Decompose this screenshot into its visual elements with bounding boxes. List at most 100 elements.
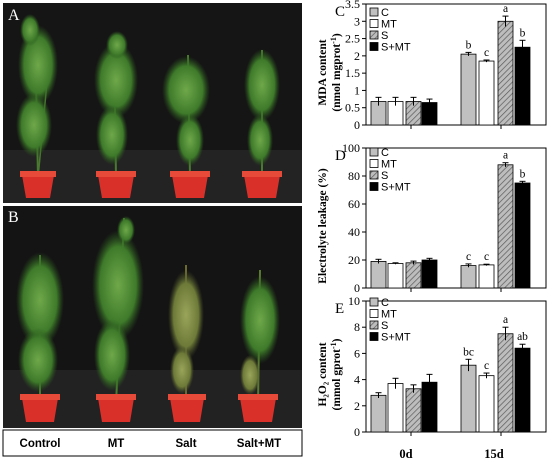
significance-letter: c xyxy=(484,251,489,263)
x-category-0d: 0d xyxy=(399,447,412,461)
treatment-label-strip: Control MT Salt Salt+MT xyxy=(2,429,303,457)
y-tick-label: 4 xyxy=(354,373,360,387)
legend-swatch-mt xyxy=(369,19,379,28)
plant-a-control xyxy=(16,14,58,198)
legend-label-mt: MT xyxy=(381,309,397,321)
bar-s-15d xyxy=(497,333,514,433)
significance-letter: a xyxy=(503,150,508,162)
bar-s-0d xyxy=(405,262,422,289)
photo-panel-a: A xyxy=(3,3,302,203)
legend-label-c: C xyxy=(381,297,389,309)
significance-letter: c xyxy=(466,251,471,263)
y-axis-label-line2: (nmol mgprot-1) xyxy=(329,33,343,112)
y-tick-label: 0 xyxy=(354,425,360,439)
y-axis-label-line1: Electrolyte leakage (%) xyxy=(317,168,329,284)
bar-s-mt-15d xyxy=(514,347,531,433)
plot-frame xyxy=(365,300,547,433)
plant-b-salt xyxy=(168,265,206,422)
treatment-label-salt: Salt xyxy=(175,438,196,450)
photo-panel-b: B xyxy=(3,206,302,428)
plant-a-salt-mt xyxy=(242,49,282,198)
bar-mt-15d xyxy=(478,375,495,433)
bar-c-15d xyxy=(460,53,477,126)
legend-swatch-c xyxy=(369,7,379,17)
bar-c-0d xyxy=(370,260,387,289)
bar-s-15d xyxy=(497,164,514,289)
y-tick-label: 2 xyxy=(354,399,360,413)
y-axis-label: Electrolyte leakage (%) xyxy=(317,168,329,284)
legend-label-mt: MT xyxy=(381,159,397,171)
y-tick-label: 80 xyxy=(348,169,360,183)
y-tick-label: 100 xyxy=(342,141,360,155)
y-tick-label: 0 xyxy=(354,118,360,132)
panel-letter-c: C xyxy=(335,4,345,20)
significance-letter: b xyxy=(466,39,472,51)
chart-panel-e: 0 2 4 6 8 10 E H₂O₂ content (mmol gprot-1) bcc aab… xyxy=(317,294,547,439)
legend-swatch-s-mt xyxy=(369,182,379,191)
legend-swatch-mt xyxy=(369,309,379,318)
legend-label-c: C xyxy=(381,7,389,19)
y-tick-label: 8 xyxy=(354,320,360,334)
y-tick-label: 10 xyxy=(348,294,360,308)
y-axis-label-superscript: -1 xyxy=(329,342,338,349)
legend-swatch-c xyxy=(369,297,379,307)
significance-letter: b xyxy=(520,27,526,39)
bar-s-mt-15d xyxy=(514,46,531,126)
y-axis-label-line1: MDA content xyxy=(317,39,329,105)
y-tick-label: 3 xyxy=(354,14,360,28)
y-tick-label: 20 xyxy=(348,253,360,267)
legend-swatch-c xyxy=(369,147,379,157)
bar-c-15d xyxy=(460,265,477,289)
y-axis-label-formula: H₂O₂ xyxy=(317,379,329,407)
y-tick-label: 0.5 xyxy=(345,101,360,115)
y-axis-label: H₂O₂ content xyxy=(317,342,329,406)
y-axis-label-unit: (mmol gprot xyxy=(331,349,343,411)
legend-label-s-mt: S+MT xyxy=(381,42,411,54)
treatment-label-control: Control xyxy=(20,438,61,450)
plant-b-mt xyxy=(92,216,144,422)
legend-label-c: C xyxy=(381,147,389,159)
y-axis-label-close: ) xyxy=(331,33,343,37)
plot-frame xyxy=(365,3,547,126)
y-tick-label: 6 xyxy=(354,346,360,360)
legend-label-s: S xyxy=(381,320,388,332)
bar-s-mt-0d xyxy=(421,259,438,289)
photo-label-a: A xyxy=(8,7,20,24)
legend-swatch-s xyxy=(369,30,379,40)
panel-letter-e: E xyxy=(335,301,344,317)
y-tick-label: 2 xyxy=(354,49,360,63)
legend-swatch-s-mt xyxy=(369,332,379,341)
bar-mt-0d xyxy=(387,383,404,433)
y-axis-label-unit: (nmol mgprot xyxy=(331,44,343,112)
photo-label-b: B xyxy=(8,209,19,226)
plant-b-control xyxy=(16,252,64,422)
y-axis-label-superscript: -1 xyxy=(329,37,338,44)
y-tick-label: 1 xyxy=(354,83,360,97)
plant-a-mt xyxy=(94,31,138,198)
plant-a-salt xyxy=(162,54,210,198)
legend-label-s: S xyxy=(381,170,388,182)
bar-mt-0d xyxy=(387,263,404,289)
bar-s-mt-15d xyxy=(514,182,531,289)
x-category-15d: 15d xyxy=(484,447,504,461)
treatment-label-salt-mt: Salt+MT xyxy=(237,438,281,450)
bar-mt-15d xyxy=(478,264,495,289)
legend-label-s: S xyxy=(381,30,388,42)
significance-letter: bc xyxy=(463,346,474,358)
y-tick-label: 60 xyxy=(348,197,360,211)
y-tick-label: 2.5 xyxy=(345,32,360,46)
y-axis-label-close: ) xyxy=(331,338,343,342)
treatment-label-mt: MT xyxy=(108,438,125,450)
legend-label-mt: MT xyxy=(381,19,397,31)
significance-letter: c xyxy=(484,47,489,59)
y-tick-label: 0 xyxy=(354,281,360,295)
y-tick-label: 3.5 xyxy=(345,0,360,11)
significance-letter: b xyxy=(520,168,526,180)
legend-swatch-s-mt xyxy=(369,42,379,51)
legend-swatch-s xyxy=(369,170,379,180)
